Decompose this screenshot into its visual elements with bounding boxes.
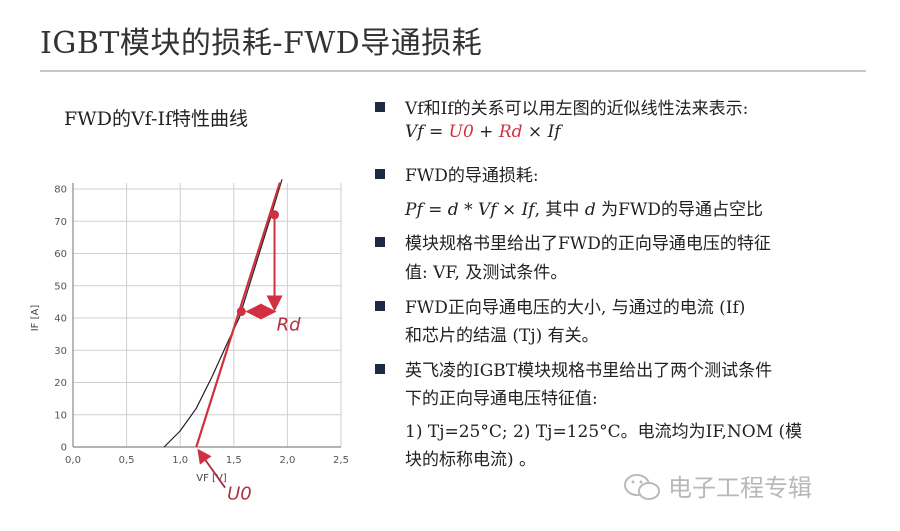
formula-lhs: Vf = (405, 122, 449, 142)
chart-title: FWD的Vf-If特性曲线 (64, 108, 248, 130)
linear-approximation-line (195, 182, 281, 448)
title-divider (40, 70, 866, 72)
formula-plus: + (473, 122, 499, 142)
formula-pf: Pf = d * Vf × If, 其中 d 为FWD的导通占空比 (405, 195, 763, 220)
bullet-marker (375, 364, 385, 374)
formula-pf-d: d (579, 200, 602, 220)
y-tick-label: 80 (54, 185, 67, 196)
bullet-text: FWD的导通损耗: (405, 166, 539, 186)
data-point-marker (270, 210, 280, 220)
slide-title: IGBT模块的损耗-FWD导通损耗 (40, 26, 483, 61)
x-tick-label: 1,0 (172, 455, 188, 466)
y-tick-label: 30 (54, 346, 67, 357)
formula-u0: U0 (448, 122, 474, 142)
bullet-marker (375, 301, 385, 311)
bullet-text: Vf和If的关系可以用左图的近似线性法来表示: (405, 99, 749, 119)
bullet-text: 1) Tj=25°C; 2) Tj=125°C。电流均为IF,NOM (模 (405, 422, 803, 442)
y-axis-label: IF [A] (30, 305, 41, 332)
u0-arrow (197, 448, 226, 489)
bullet-text: 下的正向导通电压特征值: (405, 389, 598, 409)
bullet-text: 英飞凌的IGBT模块规格书里给出了两个测试条件 (405, 361, 773, 381)
data-point-marker (236, 307, 246, 317)
y-tick-label: 50 (54, 281, 67, 292)
bullet-text: 和芯片的结温 (Tj) 有关。 (405, 326, 599, 346)
bullet-marker (375, 169, 385, 179)
formula-rest: × If (522, 122, 561, 142)
x-tick-label: 2,0 (279, 455, 295, 466)
measured-curve-line (163, 179, 283, 448)
rd-label: Rd (277, 314, 302, 335)
y-tick-label: 20 (54, 378, 67, 389)
wechat-icon (624, 474, 660, 500)
bullet-marker (375, 237, 385, 247)
x-axis-label: VF [V] (196, 473, 227, 484)
bullet-text: 值: VF, 及测试条件。 (405, 263, 568, 283)
formula-pf-rest: , 其中 (534, 200, 580, 220)
x-tick-label: 0,0 (65, 455, 81, 466)
formula-pf-expr: Pf = d * Vf × If (405, 200, 535, 220)
x-tick-label: 1,5 (226, 455, 242, 466)
y-tick-label: 40 (54, 314, 67, 325)
watermark-text: 电子工程专辑 (668, 474, 812, 502)
formula-vf: Vf = U0 + Rd × If (405, 122, 561, 142)
vf-if-chart: 0,0 0,5 1,0 1,5 2,0 2,5 0 10 20 30 40 50 60 70 80 VF [V… (30, 179, 349, 505)
y-tick-label: 70 (54, 217, 67, 228)
y-tick-label: 0 (61, 443, 67, 454)
bullet-text: 块的标称电流) 。 (405, 450, 537, 470)
bullet-text: 模块规格书里给出了FWD的正向导通电压的特征 (405, 234, 771, 254)
formula-rd: Rd (498, 122, 523, 142)
formula-pf-tail: 为FWD的导通占空比 (601, 200, 764, 220)
y-tick-label: 60 (54, 249, 67, 260)
x-tick-label: 2,5 (333, 455, 349, 466)
x-tick-label: 0,5 (119, 455, 135, 466)
u0-label: U0 (227, 484, 252, 505)
bullet-marker (375, 102, 385, 112)
y-tick-label: 10 (54, 410, 67, 421)
bullet-text: FWD正向导通电压的大小, 与通过的电流 (If) (405, 298, 746, 318)
